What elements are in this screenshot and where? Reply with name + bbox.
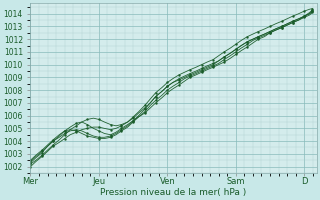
X-axis label: Pression niveau de la mer( hPa ): Pression niveau de la mer( hPa ) <box>100 188 247 197</box>
